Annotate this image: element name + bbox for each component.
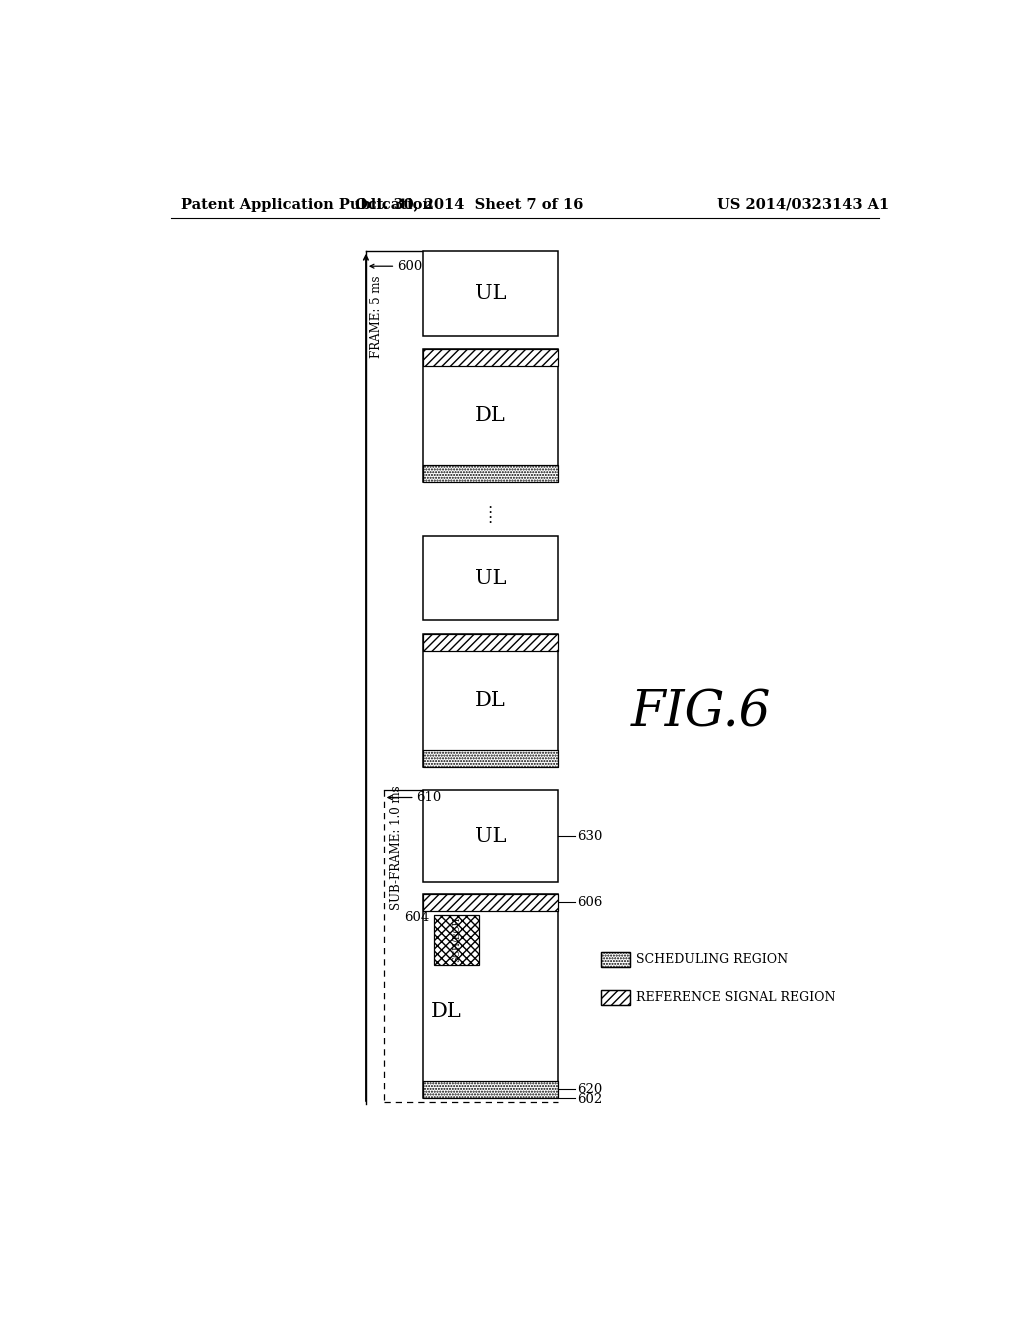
Text: 630: 630 <box>577 829 602 842</box>
Bar <box>601 990 630 1006</box>
Text: 604: 604 <box>404 911 429 924</box>
Text: 620: 620 <box>577 1082 602 1096</box>
Bar <box>423 635 558 651</box>
Bar <box>423 894 558 911</box>
Text: :: : <box>487 502 493 516</box>
Text: Oct. 30, 2014  Sheet 7 of 16: Oct. 30, 2014 Sheet 7 of 16 <box>354 198 584 211</box>
Text: 600: 600 <box>397 260 422 273</box>
Bar <box>423 251 558 335</box>
Bar <box>423 635 558 651</box>
Bar <box>601 952 630 966</box>
Bar <box>434 915 479 965</box>
Bar <box>423 350 558 367</box>
Bar <box>601 952 630 966</box>
Text: REFERENCE SIGNAL REGION: REFERENCE SIGNAL REGION <box>636 991 836 1005</box>
Bar <box>423 465 558 482</box>
Text: FRAME: 5 ms: FRAME: 5 ms <box>371 275 383 358</box>
Text: FIG.6: FIG.6 <box>631 688 772 738</box>
Bar <box>423 750 558 767</box>
Text: SCHEDULING REGION: SCHEDULING REGION <box>636 953 788 966</box>
Text: :: : <box>487 512 493 525</box>
Text: DL: DL <box>475 407 506 425</box>
Bar <box>423 789 558 882</box>
Bar <box>423 350 558 482</box>
Text: Patent Application Publication: Patent Application Publication <box>180 198 433 211</box>
Text: US 2014/0323143 A1: US 2014/0323143 A1 <box>717 198 889 211</box>
Bar <box>601 990 630 1006</box>
Text: UL: UL <box>474 284 506 302</box>
Bar <box>423 1081 558 1098</box>
Bar <box>423 536 558 620</box>
Text: SUB-FRAME: 1.0 ms: SUB-FRAME: 1.0 ms <box>390 785 402 909</box>
Text: UL: UL <box>474 569 506 587</box>
Text: DL: DL <box>430 1002 461 1020</box>
Text: DL: DL <box>475 690 506 710</box>
Bar <box>423 350 558 367</box>
Text: SCH/BCH: SCH/BCH <box>453 917 461 962</box>
Bar <box>423 465 558 482</box>
Text: 606: 606 <box>577 896 602 908</box>
Bar <box>423 894 558 911</box>
Bar <box>423 894 558 1098</box>
Text: 610: 610 <box>417 791 441 804</box>
Bar <box>423 1081 558 1098</box>
Bar <box>423 750 558 767</box>
Text: 602: 602 <box>577 1093 602 1106</box>
Bar <box>423 635 558 767</box>
Text: UL: UL <box>474 826 506 846</box>
